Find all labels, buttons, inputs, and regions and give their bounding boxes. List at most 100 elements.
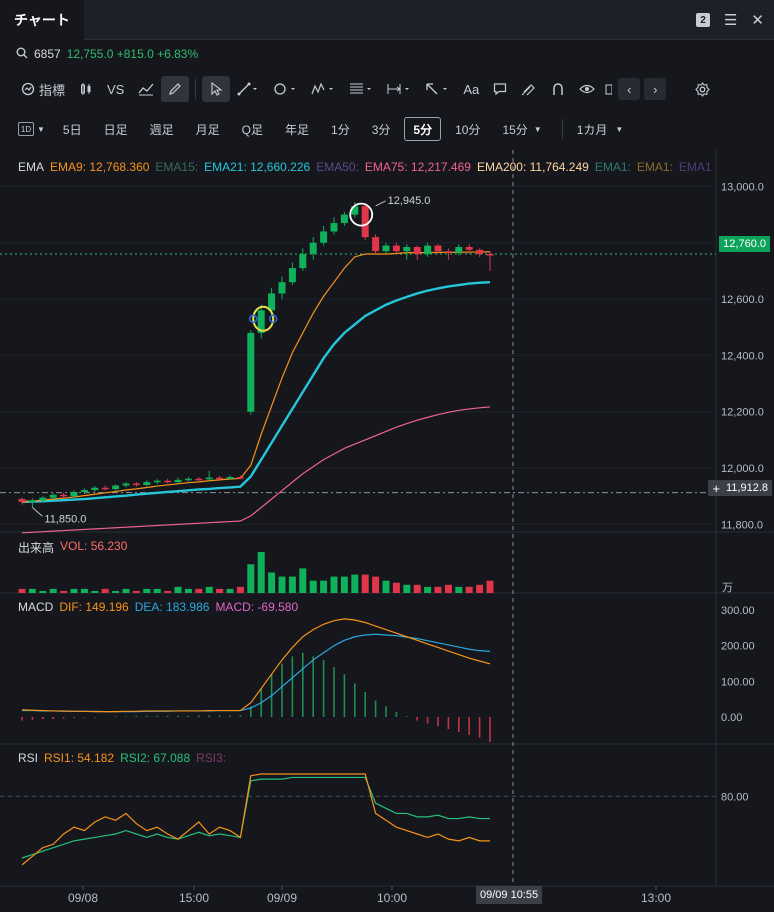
compare-button[interactable]: VS <box>107 81 125 97</box>
ema1b-value: EMA1: <box>636 160 673 174</box>
period-3min[interactable]: 3分 <box>371 122 391 137</box>
period-15min-label: 15分 <box>502 122 528 137</box>
toolbar-next-button[interactable]: › <box>644 78 667 100</box>
candle-body <box>226 477 234 479</box>
volume-label: 出来高 <box>18 541 55 555</box>
period-5d[interactable]: 5日 <box>62 122 82 137</box>
arrow-tool-button[interactable] <box>418 76 456 102</box>
chart-type-button[interactable] <box>131 76 161 102</box>
toolbar-prev-button[interactable]: ‹ <box>618 78 641 100</box>
macd-dif-line <box>21 618 491 713</box>
symbol-code[interactable]: 6857 <box>34 47 61 61</box>
volume-bar <box>195 588 203 593</box>
settings-button[interactable] <box>688 76 717 102</box>
candle-type-button[interactable] <box>72 76 100 102</box>
chart-canvas[interactable]: 13,000.012,800.012,600.012,400.012,200.0… <box>0 150 774 912</box>
indicators-button[interactable]: 指標 <box>14 76 72 102</box>
rsi3-value: RSI3: <box>196 751 227 765</box>
eye-icon <box>579 84 596 94</box>
magnet-button[interactable] <box>544 76 572 102</box>
marker-handle <box>268 314 278 324</box>
period-5min[interactable]: 5分 <box>404 117 442 141</box>
candle-body <box>143 482 151 485</box>
period-divider <box>561 119 563 139</box>
period-1min[interactable]: 1分 <box>331 122 350 137</box>
draw-pen-button[interactable] <box>161 76 190 102</box>
text-tool-button[interactable]: Aa <box>463 81 480 97</box>
candle-body <box>424 245 432 255</box>
volume-unit-label: 万 <box>722 582 733 594</box>
candle-body <box>60 494 68 497</box>
candle-body <box>382 245 390 252</box>
period-selector: 1D ▼ 5日 日足 週足 月足 Q足 年足 1分 3分 5分 10分 15分 … <box>0 114 774 144</box>
period-yearly[interactable]: 年足 <box>285 122 310 137</box>
rsi1-line <box>21 773 490 866</box>
chart-type-icon <box>138 83 154 96</box>
chart-background <box>0 150 774 912</box>
delete-drawings-button[interactable] <box>602 76 614 102</box>
period-15min-dropdown[interactable]: 15分 ▼ <box>494 117 549 141</box>
measure-tool-button[interactable] <box>380 76 418 102</box>
candle-body <box>413 246 421 255</box>
rsi-legend: RSI RSI1: 54.182 RSI2: 67.088 RSI3: <box>18 751 226 765</box>
arrow-tool-icon <box>426 83 448 95</box>
macd-hist-value: MACD: -69.580 <box>215 600 299 614</box>
fib-tool-button[interactable] <box>342 76 380 102</box>
period-icon-button[interactable]: 1D ▼ <box>18 117 45 141</box>
visibility-button[interactable] <box>572 76 602 102</box>
chart-area[interactable]: 13,000.012,800.012,600.012,400.012,200.0… <box>0 150 774 912</box>
comment-icon <box>494 83 507 96</box>
search-icon[interactable] <box>16 47 28 62</box>
candle-body <box>236 477 244 479</box>
window-count-badge[interactable]: 2 <box>695 13 710 27</box>
chevron-down-icon: ▼ <box>37 124 45 134</box>
ema200-value: EMA200: 11,764.249 <box>476 160 589 174</box>
volume-legend: 出来高 VOL: 56.230 <box>18 539 127 556</box>
volume-bar <box>372 576 380 593</box>
period-weekly[interactable]: 週足 <box>149 122 174 137</box>
volume-bar <box>247 564 255 593</box>
period-1month-dropdown[interactable]: 1カ月 ▼ <box>569 117 632 141</box>
candle-body <box>91 487 99 491</box>
period-quarterly[interactable]: Q足 <box>241 122 263 137</box>
highlight-marker-ellipse <box>252 305 275 332</box>
volume-bar <box>101 588 109 593</box>
ema21-line <box>21 280 491 504</box>
volume-bar <box>91 590 99 593</box>
plus-icon[interactable]: + <box>712 480 720 496</box>
cursor-button[interactable] <box>202 76 231 102</box>
time-tick-label: 15:00 <box>179 891 209 905</box>
period-monthly[interactable]: 月足 <box>195 122 220 137</box>
title-bar: チャート 2 ☰ ✕ <box>0 0 774 40</box>
candle-body <box>216 477 224 480</box>
period-10min[interactable]: 10分 <box>455 122 481 137</box>
shape-tool-button[interactable] <box>266 76 304 102</box>
volume-bar <box>174 586 182 593</box>
volume-bar <box>434 586 442 593</box>
volume-bar <box>424 586 432 593</box>
cursor-icon <box>211 82 223 96</box>
volume-bar <box>164 590 172 593</box>
settings-icon <box>695 81 711 97</box>
period-daily[interactable]: 日足 <box>103 122 128 137</box>
macd-tick-label: 100.00 <box>721 676 755 688</box>
erase-button[interactable] <box>514 76 544 102</box>
line-tool-icon <box>237 82 258 96</box>
volume-bar <box>455 586 463 593</box>
candle-body <box>434 245 442 252</box>
volume-bar <box>18 588 26 593</box>
volume-bar <box>184 588 192 593</box>
candle-body <box>49 494 57 498</box>
list-icon[interactable]: ☰ <box>723 11 738 29</box>
close-icon[interactable]: ✕ <box>751 11 764 29</box>
pen-icon <box>169 83 182 95</box>
line-tool-button[interactable] <box>230 76 266 102</box>
candle-body <box>80 490 88 492</box>
rsi1-value: RSI1: 54.182 <box>44 751 115 765</box>
calendar-icon: 1D <box>18 122 34 136</box>
comment-button[interactable] <box>486 76 514 102</box>
pattern-tool-button[interactable] <box>304 76 342 102</box>
volume-bar <box>226 588 234 593</box>
price-tick-label: 12,600.0 <box>721 294 764 306</box>
candle-body <box>101 487 109 490</box>
